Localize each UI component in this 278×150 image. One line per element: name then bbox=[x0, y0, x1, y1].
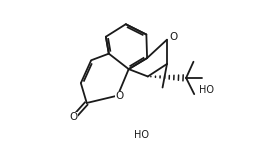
Text: HO: HO bbox=[199, 85, 214, 95]
Text: O: O bbox=[170, 32, 178, 42]
Text: O: O bbox=[115, 91, 124, 101]
Text: HO: HO bbox=[134, 130, 149, 140]
Text: O: O bbox=[70, 112, 78, 122]
